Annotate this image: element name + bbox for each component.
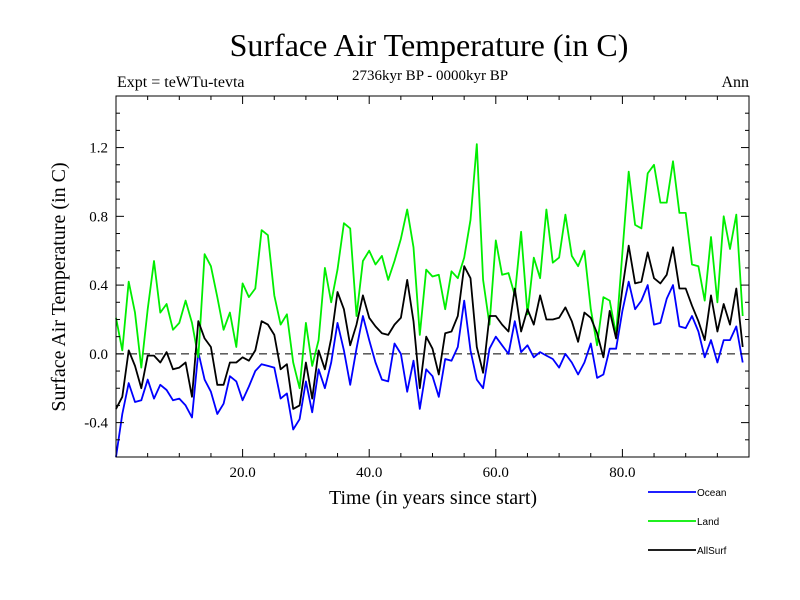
y-tick-label: 0.8: [89, 209, 108, 225]
y-axis-label: Surface Air Temperature (in C): [48, 162, 70, 411]
y-tick-label: -0.4: [84, 416, 108, 432]
legend-label-allsurf: AllSurf: [697, 546, 727, 557]
y-tick-label: 0.0: [89, 347, 108, 363]
chart-title: Surface Air Temperature (in C): [230, 27, 629, 63]
y-tick-label: 1.2: [89, 141, 108, 157]
x-tick-label: 20.0: [229, 465, 255, 481]
experiment-label: Expt = teWTu-tevta: [117, 74, 245, 91]
series-group: [115, 143, 744, 458]
series-line-allsurf: [115, 244, 744, 410]
series-line-land: [115, 143, 744, 390]
x-axis-label: Time (in years since start): [329, 487, 537, 509]
legend-label-ocean: Ocean: [697, 488, 726, 499]
series-line-ocean: [115, 280, 744, 458]
chart-subtitle: 2736kyr BP - 0000kyr BP: [352, 68, 508, 84]
x-tick-label: 80.0: [609, 465, 635, 481]
season-label: Ann: [721, 74, 749, 91]
y-tick-label: 0.4: [89, 278, 108, 294]
legend: Ocean Land AllSurf: [648, 488, 727, 557]
x-tick-label: 60.0: [483, 465, 509, 481]
axes-group: 20.0 40.0 60.0 80.0 -0.4 0.0 0.4 0.8 1.2: [84, 96, 749, 481]
x-tick-label: 40.0: [356, 465, 382, 481]
legend-label-land: Land: [697, 517, 719, 528]
